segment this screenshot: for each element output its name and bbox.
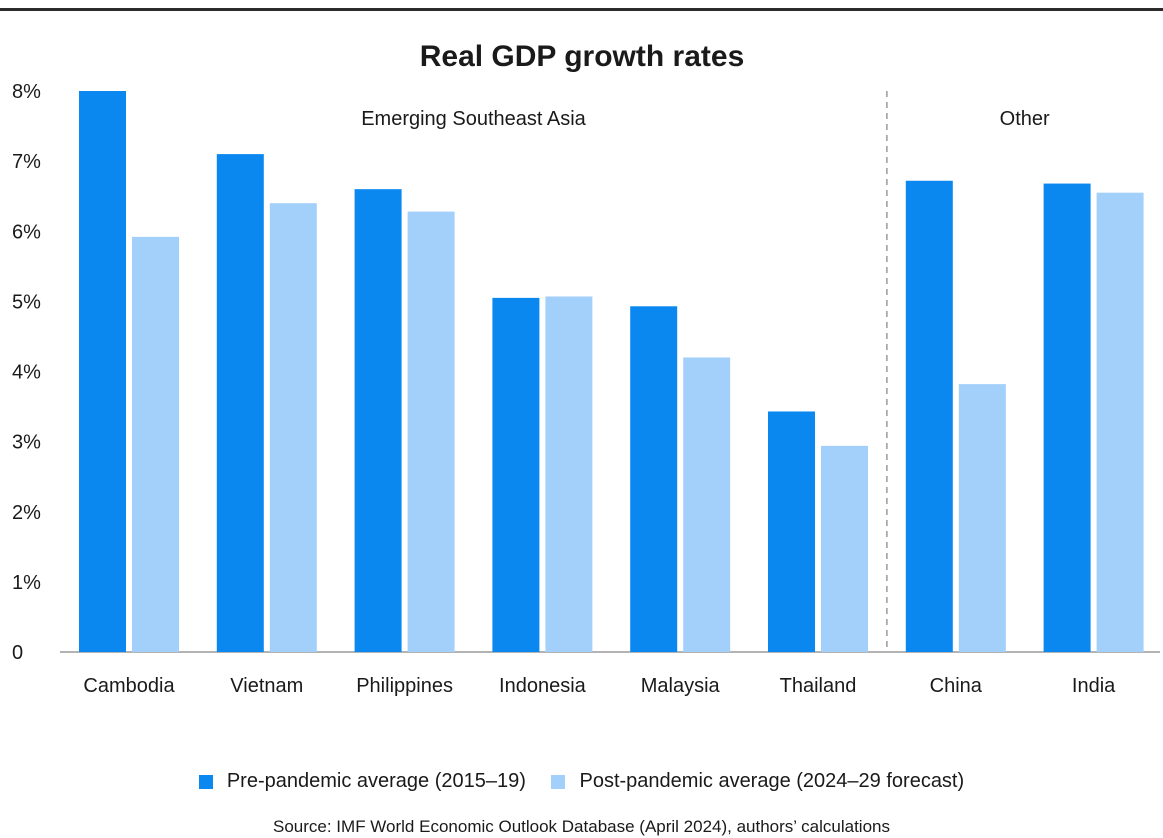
bar-thailand-post xyxy=(821,445,868,652)
bar-india-pre xyxy=(1043,183,1091,652)
legend-item-post: Post-pandemic average (2024–29 forecast) xyxy=(551,770,964,793)
group-label: Emerging Southeast Asia xyxy=(361,108,586,130)
source-note: Source: IMF World Economic Outlook Datab… xyxy=(273,817,890,836)
x-tick-label: Philippines xyxy=(356,675,453,697)
bars-layer xyxy=(79,91,1144,653)
bar-indonesia-pre xyxy=(492,297,540,652)
bar-philippines-pre xyxy=(354,189,402,653)
x-tick-label: India xyxy=(1072,675,1116,697)
x-tick-label: Thailand xyxy=(780,675,857,697)
y-tick-label: 2% xyxy=(12,502,41,524)
chart-title: Real GDP growth rates xyxy=(420,40,745,73)
y-tick-label: 6% xyxy=(12,221,41,243)
x-tick-label: Malaysia xyxy=(641,675,721,697)
y-tick-label: 4% xyxy=(12,362,41,384)
legend-swatch-post xyxy=(551,774,566,789)
group-label: Other xyxy=(1000,108,1050,130)
bar-chart: Real GDP growth rates 01%2%3%4%5%6%7%8% … xyxy=(12,40,1160,697)
y-tick-label: 0 xyxy=(12,642,23,664)
bar-thailand-pre xyxy=(768,411,815,652)
y-tick-label: 3% xyxy=(12,432,41,454)
bar-vietnam-pre xyxy=(216,154,264,653)
y-tick-label: 7% xyxy=(12,151,41,173)
bar-india-post xyxy=(1096,192,1144,652)
top-rule xyxy=(0,8,1163,11)
y-tick-label: 5% xyxy=(12,291,41,313)
legend: Pre-pandemic average (2015–19) Post-pand… xyxy=(0,770,1163,795)
x-tick-label: Cambodia xyxy=(83,675,175,697)
bar-malaysia-post xyxy=(683,357,731,652)
x-tick-label: China xyxy=(930,675,983,697)
y-tick-label: 8% xyxy=(12,81,41,103)
bar-indonesia-post xyxy=(545,296,593,652)
legend-swatch-pre xyxy=(198,774,213,789)
bar-cambodia-pre xyxy=(79,91,126,652)
legend-label-pre: Pre-pandemic average (2015–19) xyxy=(226,770,526,792)
legend-item-pre: Pre-pandemic average (2015–19) xyxy=(198,770,526,793)
bar-malaysia-pre xyxy=(630,306,678,652)
bar-vietnam-post xyxy=(269,203,317,652)
y-tick-label: 1% xyxy=(12,572,41,594)
labels-layer: Cambodia Vietnam Philippines Indonesia Malay… xyxy=(83,108,1116,697)
bar-cambodia-post xyxy=(132,236,179,653)
bar-philippines-post xyxy=(407,211,455,653)
x-tick-label: Indonesia xyxy=(499,675,587,697)
bar-china-pre xyxy=(905,180,953,652)
legend-label-post: Post-pandemic average (2024–29 forecast) xyxy=(579,770,965,792)
bar-china-post xyxy=(958,384,1006,652)
x-tick-label: Vietnam xyxy=(230,675,303,697)
